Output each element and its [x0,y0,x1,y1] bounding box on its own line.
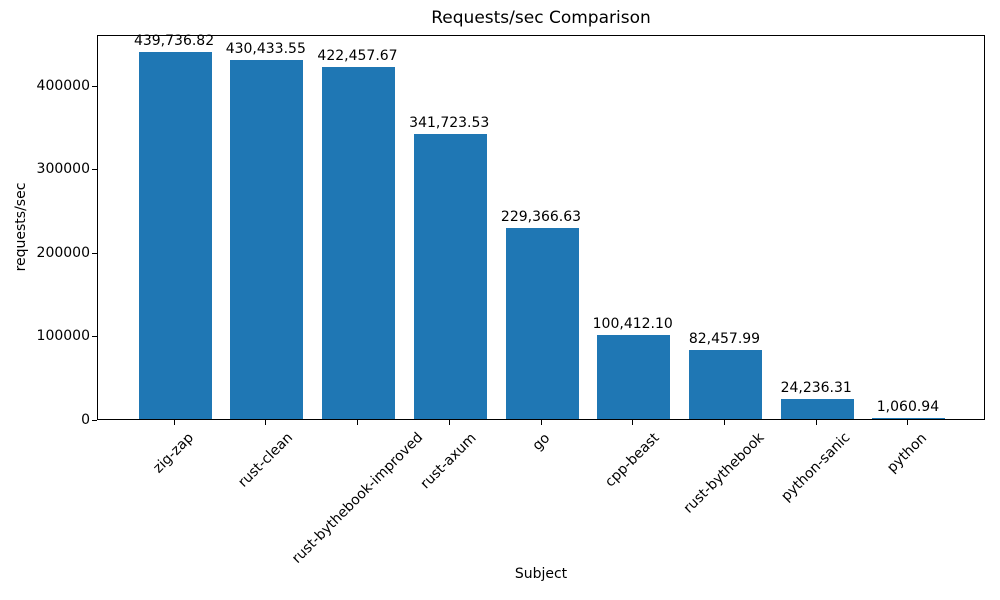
y-tick [92,252,97,254]
x-tick-label: cpp-beast [602,429,663,491]
x-tick-label: rust-bythebook [680,430,768,517]
y-tick-label: 200000 [36,244,90,261]
x-tick [907,420,909,425]
x-tick-label: rust-axum [417,430,480,493]
bar-value-label: 82,457.99 [688,331,761,348]
x-tick-label: python-sanic [778,429,854,506]
bar-value-label: 341,723.53 [409,115,490,132]
x-tick [173,420,175,425]
x-tick [448,420,450,425]
bar [322,66,396,419]
bar [872,418,946,419]
bar-value-label: 430,433.55 [225,41,306,58]
x-axis-label: Subject [514,566,568,582]
y-tick [92,169,97,171]
x-tick [357,420,359,425]
bar-value-label: 100,412.10 [592,316,673,333]
y-tick [92,336,97,338]
x-tick [540,420,542,425]
x-tick-label: zig-zap [150,429,198,477]
bar-value-label: 24,236.31 [780,379,852,396]
bar-value-label: 422,457.67 [317,47,398,64]
x-tick [723,420,725,425]
bar [780,398,854,419]
bar [138,52,212,419]
bar-value-label: 229,366.63 [500,208,582,225]
plot-area [97,35,985,420]
y-tick-label: 0 [81,411,90,428]
bar [413,134,487,419]
x-tick-label: rust-clean [235,429,296,491]
bar [505,227,579,419]
y-tick-label: 300000 [36,161,90,178]
y-tick-label: 100000 [36,328,90,345]
x-tick-label: go [529,429,553,454]
bar [597,335,671,419]
y-tick [92,419,97,421]
chart-title: Requests/sec Comparison [431,8,651,28]
x-tick-label: python [884,429,931,476]
x-tick [265,420,267,425]
bar [230,60,304,419]
x-tick-label: rust-bythebook-improved [288,429,426,568]
bar-value-label: 1,060.94 [876,399,940,416]
x-tick [815,420,817,425]
y-tick [92,85,97,87]
bar-value-label: 439,736.82 [133,33,215,50]
y-tick-label: 400000 [36,77,90,94]
bar [688,350,762,419]
x-tick [632,420,634,425]
